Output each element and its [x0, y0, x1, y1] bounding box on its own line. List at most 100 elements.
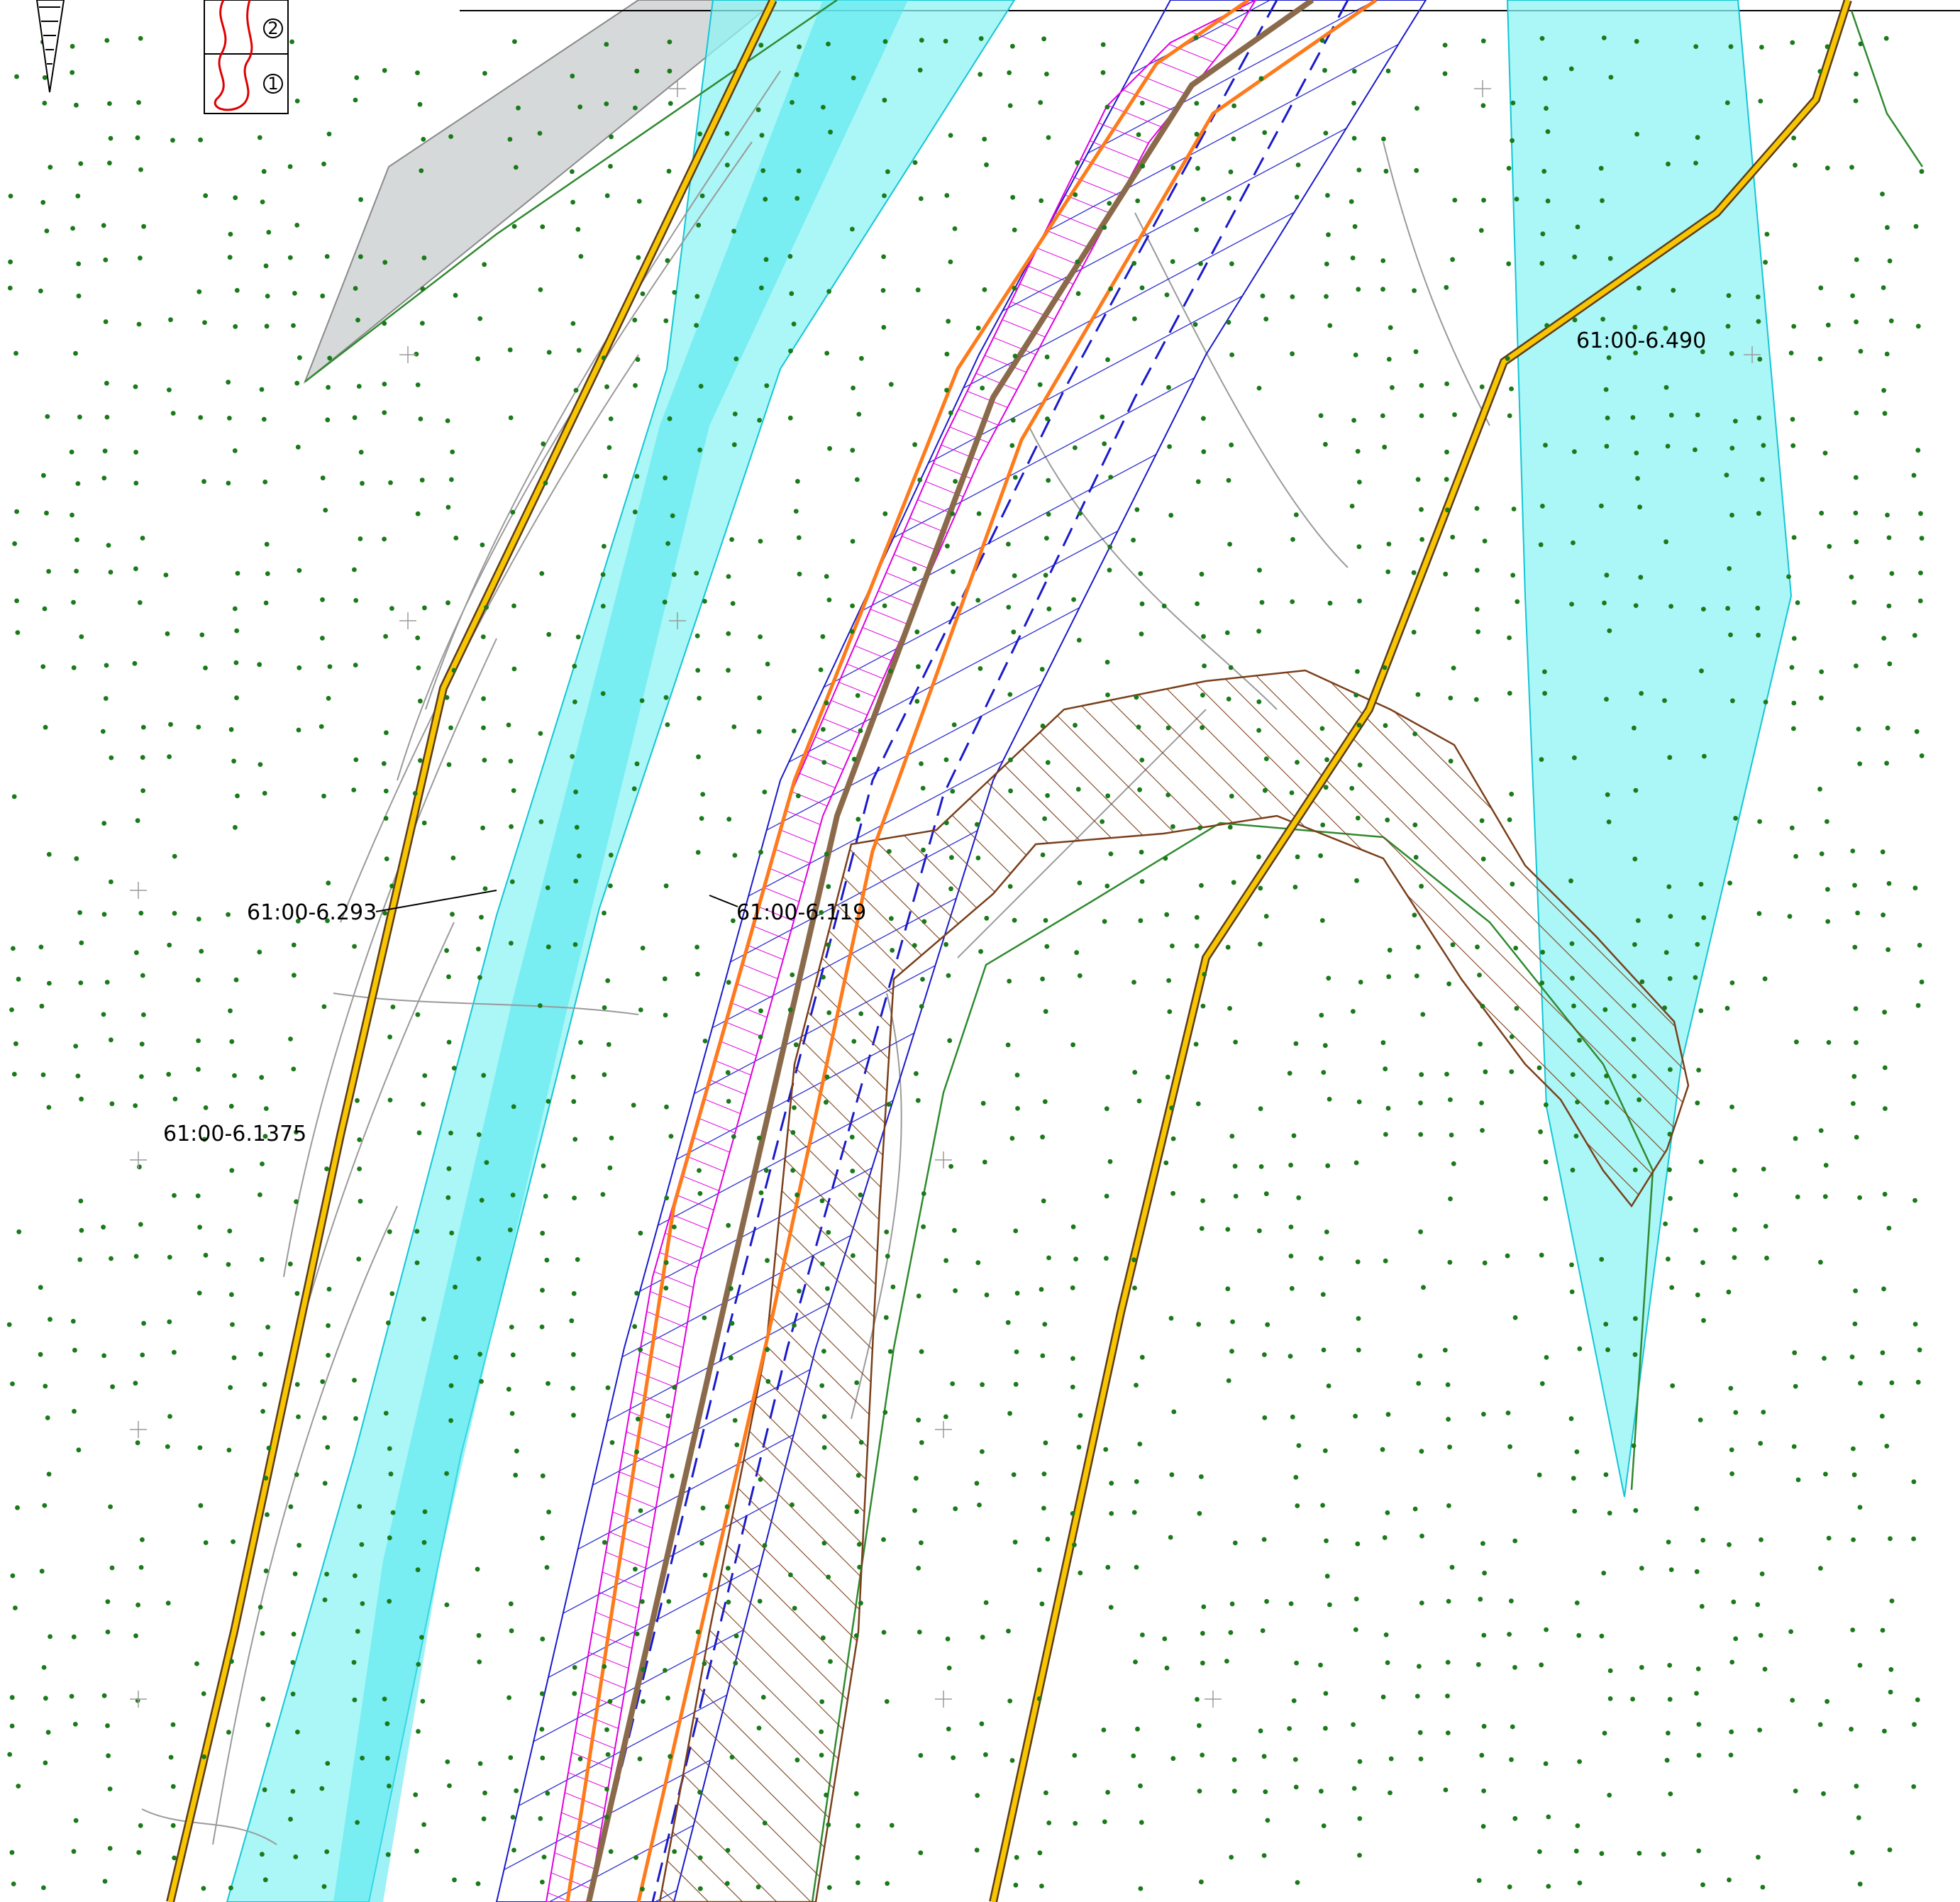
vegetation-dot: [1632, 1073, 1637, 1079]
vegetation-dot: [262, 1382, 267, 1387]
vegetation-dot: [667, 39, 672, 45]
vegetation-dot: [103, 257, 109, 262]
vegetation-dot: [1637, 504, 1643, 510]
vegetation-dot: [262, 480, 268, 485]
vegetation-dot: [726, 631, 731, 636]
vegetation-dot: [1889, 571, 1895, 576]
vegetation-dot: [1261, 1754, 1267, 1759]
vegetation-dot: [293, 1854, 299, 1859]
vegetation-dot: [694, 633, 700, 638]
vegetation-dot: [765, 1258, 770, 1264]
vegetation-dot: [445, 1195, 451, 1200]
vegetation-dot: [133, 480, 139, 486]
vegetation-dot: [74, 568, 79, 574]
vegetation-dot: [1164, 1665, 1170, 1671]
vegetation-dot: [634, 761, 640, 767]
vegetation-dot: [1631, 1443, 1637, 1449]
vegetation-dot: [1291, 1698, 1297, 1703]
vegetation-dot: [604, 101, 609, 106]
vegetation-dot: [731, 724, 737, 729]
vegetation-dot: [1414, 1693, 1420, 1699]
vegetation-dot: [1168, 1315, 1174, 1321]
vegetation-dot: [1912, 1198, 1917, 1203]
vegetation-dot: [1917, 598, 1923, 604]
vegetation-dot: [1633, 1508, 1639, 1513]
vegetation-dot: [226, 1262, 231, 1267]
vegetation-dot: [600, 604, 606, 609]
vegetation-dot: [260, 199, 265, 204]
vegetation-dot: [1732, 1255, 1737, 1260]
vegetation-dot: [1295, 162, 1301, 167]
vegetation-dot: [358, 254, 363, 260]
vegetation-dot: [851, 1253, 856, 1259]
vegetation-dot: [1477, 973, 1482, 978]
vegetation-dot: [1882, 1191, 1888, 1197]
vegetation-dot: [383, 788, 389, 794]
vegetation-dot: [1668, 1195, 1673, 1201]
vegetation-dot: [231, 1539, 236, 1544]
vegetation-dot: [1104, 1193, 1109, 1199]
vegetation-dot: [672, 289, 677, 295]
vegetation-dot: [74, 102, 79, 108]
vegetation-dot: [695, 850, 701, 855]
vegetation-dot: [919, 1349, 924, 1354]
vegetation-dot: [1539, 1252, 1544, 1258]
vegetation-dot: [1136, 1098, 1142, 1104]
vegetation-dot: [482, 262, 487, 267]
vegetation-dot: [1452, 197, 1458, 203]
vegetation-dot: [357, 1137, 362, 1142]
vegetation-dot: [1257, 568, 1262, 573]
vegetation-dot: [858, 1192, 863, 1198]
vegetation-dot: [1012, 227, 1017, 233]
vegetation-dot: [1788, 1629, 1794, 1635]
vegetation-dot: [726, 980, 731, 985]
vegetation-dot: [636, 199, 642, 204]
vegetation-dot: [1854, 319, 1859, 325]
vegetation-dot: [480, 542, 485, 548]
parcel-label-6119: 61:00-6.119: [736, 900, 866, 925]
vegetation-dot: [1505, 1253, 1510, 1259]
vegetation-dot: [509, 941, 514, 946]
vegetation-dot: [140, 788, 146, 793]
vegetation-dot: [1006, 541, 1011, 547]
vegetation-dot: [849, 1134, 855, 1140]
vegetation-dot: [605, 1752, 611, 1757]
vegetation-dot: [258, 1351, 263, 1357]
vegetation-dot: [947, 1038, 953, 1044]
vegetation-dot: [858, 728, 863, 734]
vegetation-dot: [447, 1783, 452, 1788]
vegetation-dot: [1755, 1602, 1761, 1608]
vegetation-dot: [1695, 1666, 1701, 1671]
vegetation-dot: [1791, 324, 1797, 329]
vegetation-dot: [850, 226, 855, 232]
vegetation-dot: [578, 1039, 583, 1045]
vegetation-dot: [48, 1634, 52, 1640]
vegetation-dot: [978, 72, 983, 77]
vegetation-dot: [1415, 477, 1421, 482]
vegetation-dot: [1510, 1724, 1515, 1730]
vegetation-dot: [850, 538, 856, 544]
vegetation-dot: [574, 824, 580, 830]
vegetation-dot: [1015, 1106, 1020, 1111]
vegetation-dot: [264, 541, 270, 547]
vegetation-dot: [1514, 197, 1519, 201]
vegetation-dot: [444, 948, 449, 953]
vegetation-dot: [1078, 1412, 1083, 1418]
vegetation-dot: [1793, 162, 1798, 168]
vegetation-dot: [1825, 919, 1831, 924]
vegetation-dot: [1663, 1221, 1668, 1227]
vegetation-dot: [697, 1855, 703, 1861]
vegetation-dot: [631, 786, 637, 792]
vegetation-dot: [858, 1600, 863, 1606]
vegetation-dot: [672, 1385, 677, 1390]
vegetation-dot: [1763, 700, 1768, 704]
vegetation-dot: [106, 543, 111, 548]
vegetation-dot: [540, 224, 546, 229]
vegetation-dot: [42, 606, 48, 612]
vegetation-dot: [196, 917, 201, 922]
vegetation-dot: [448, 1383, 454, 1388]
vegetation-dot: [1413, 855, 1419, 860]
vegetation-dot: [102, 448, 108, 454]
vegetation-dot: [1727, 1542, 1732, 1547]
vegetation-dot: [788, 348, 793, 354]
